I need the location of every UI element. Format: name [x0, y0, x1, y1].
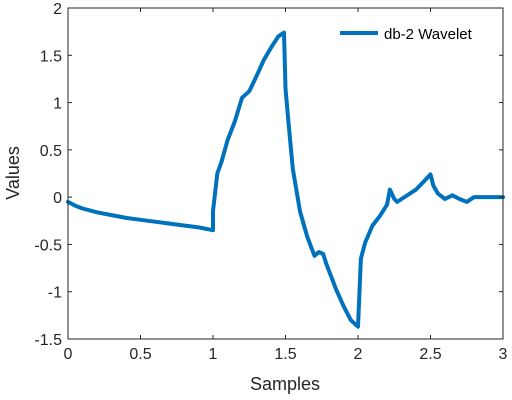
y-axis: 2 1.5 1 0.5 0 -0.5 -1 -1.5 — [34, 1, 503, 349]
x-tick-label: 2.5 — [419, 346, 441, 363]
x-tick-label: 0.5 — [129, 346, 151, 363]
y-tick-label: 0 — [53, 190, 62, 207]
y-tick-label: 1.5 — [40, 48, 62, 65]
x-tick-label: 0 — [64, 346, 73, 363]
y-tick-label: 1 — [53, 96, 62, 113]
y-tick-label: 2 — [53, 1, 62, 18]
y-tick-label: -1 — [48, 285, 62, 302]
legend-label: db-2 Wavelet — [384, 26, 473, 43]
series-line — [66, 30, 505, 329]
series-layer — [66, 30, 505, 329]
x-tick-label: 3 — [499, 346, 508, 363]
legend: db-2 Wavelet — [334, 18, 497, 48]
y-axis-label: Values — [3, 146, 23, 200]
x-tick-label: 2 — [354, 346, 363, 363]
x-axis: 0 0.5 1 1.5 2 2.5 3 — [64, 8, 508, 363]
x-tick-label: 1.5 — [274, 346, 296, 363]
x-axis-label: Samples — [250, 374, 320, 394]
x-tick-label: 1 — [209, 346, 218, 363]
y-tick-label: -1.5 — [34, 332, 62, 349]
y-tick-label: 0.5 — [40, 143, 62, 160]
y-tick-label: -0.5 — [34, 237, 62, 254]
